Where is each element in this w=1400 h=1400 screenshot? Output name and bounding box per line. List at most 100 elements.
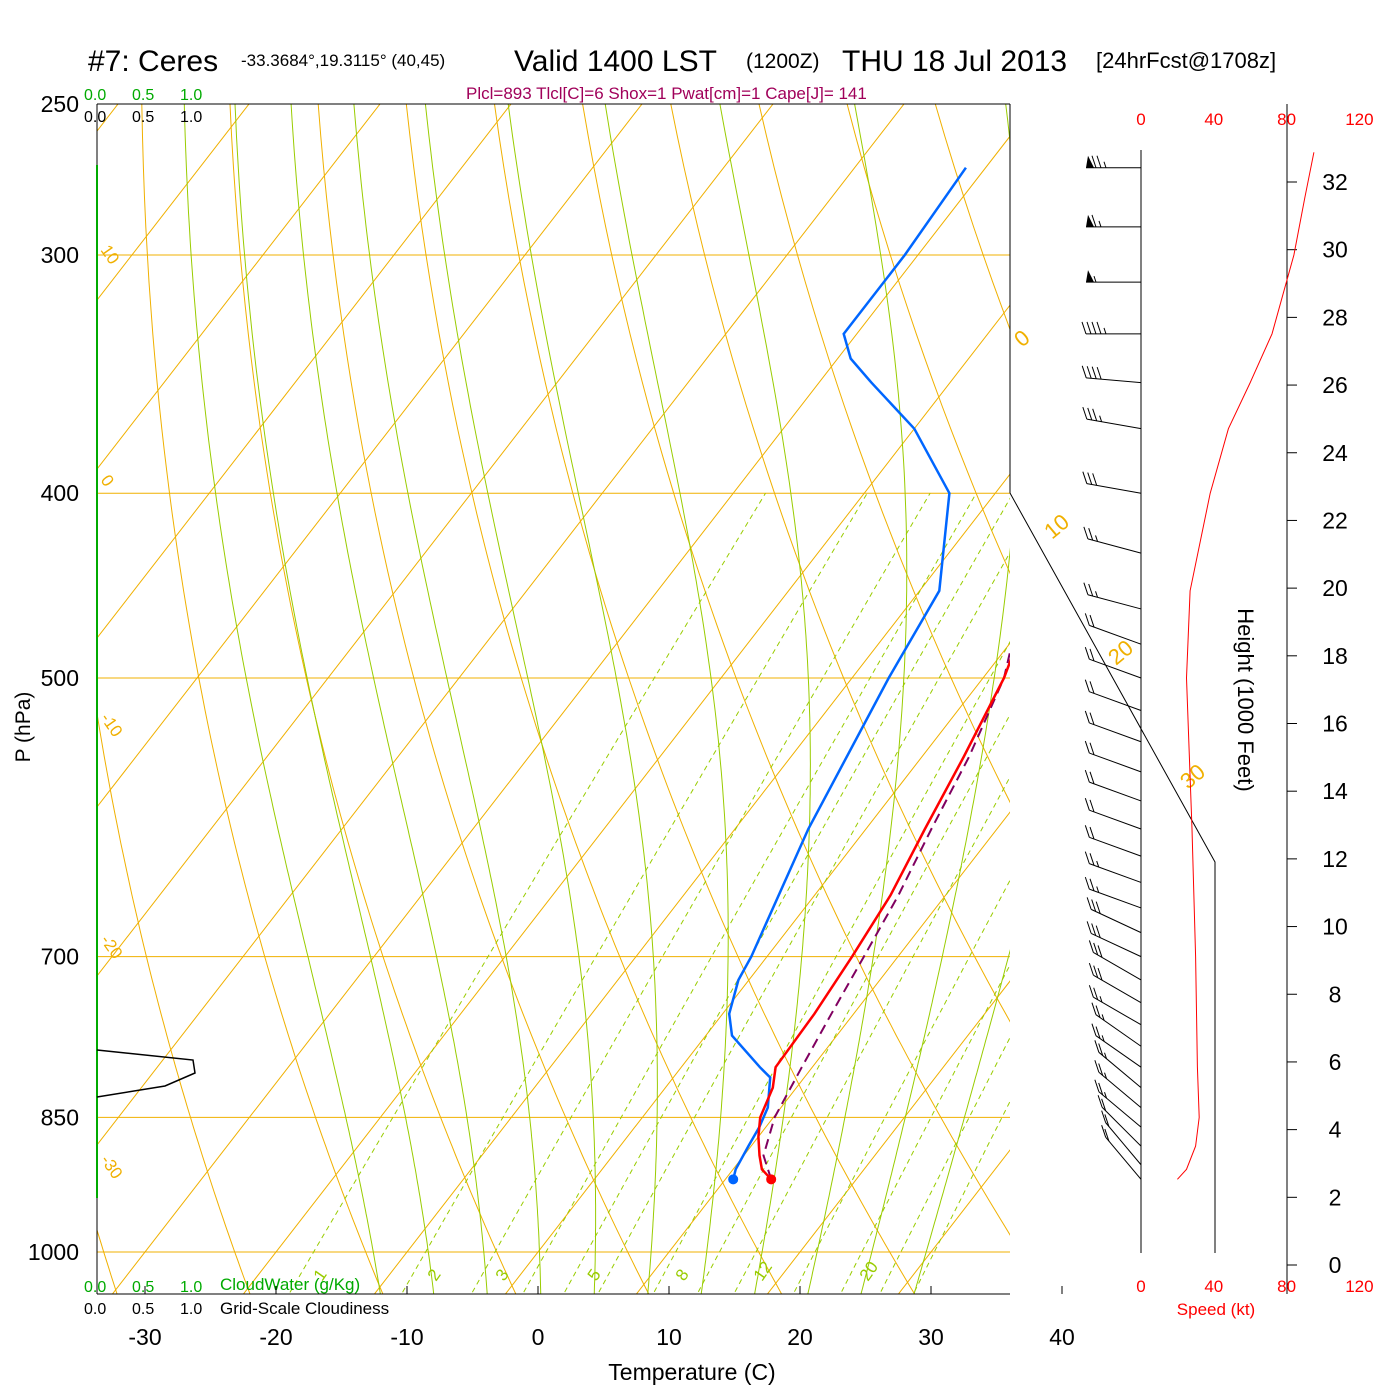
speed-tick-top-label: 80: [1277, 110, 1296, 129]
wind-barb-half: [1101, 1014, 1105, 1021]
wind-barb-staff: [1089, 781, 1142, 802]
mixing-ratio-line: [470, 492, 931, 1294]
isotherm-line: [1144, 70, 1400, 1316]
wind-barb-full: [1098, 1082, 1104, 1096]
wind-barb-full: [1092, 408, 1098, 421]
wind-barb-staff: [1093, 996, 1142, 1026]
height-tick-label: 20: [1322, 575, 1348, 601]
isotherm-line: [242, 304, 1010, 1294]
wind-barb-half: [1099, 415, 1103, 422]
wind-barb-full: [1091, 366, 1097, 379]
wind-barb-half: [1104, 1052, 1108, 1059]
wind-barb-staff: [1095, 1014, 1142, 1047]
wind-barb-full: [1097, 967, 1103, 981]
moist-adiabat-line: [913, 949, 1010, 1294]
wind-barb-full: [1098, 1043, 1104, 1056]
wind-barb-staff: [1095, 1035, 1142, 1068]
forecast-info: [24hrFcst@1708z]: [1096, 48, 1276, 73]
isotherm-line: [97, 104, 250, 301]
mixing-ratio-line: [652, 640, 1010, 1294]
wind-barb-half: [1095, 591, 1099, 598]
wind-barb-full: [1095, 925, 1101, 938]
wind-barb-full: [1087, 472, 1093, 485]
wind-barb-full: [1087, 407, 1093, 421]
isotherm-label: 10: [97, 241, 123, 267]
wind-barb-pennant: [1086, 270, 1094, 283]
isotherm-line: [766, 980, 1010, 1294]
wind-barb-full: [1084, 798, 1090, 811]
wind-barb-staff: [1089, 691, 1142, 711]
wind-barb-staff: [1089, 863, 1142, 883]
speed-tick-bottom-label: 120: [1345, 1277, 1373, 1296]
mixing-ratio-line: [696, 713, 1010, 1294]
height-tick-label: 24: [1322, 440, 1348, 466]
wind-barb-full: [1089, 681, 1095, 694]
height-tick-label: 12: [1322, 846, 1348, 872]
speed-tick-bottom-label: 40: [1204, 1277, 1223, 1296]
wind-barb-full: [1097, 945, 1103, 958]
y-axis-title: P (hPa): [12, 692, 35, 763]
moist-adiabat-line: [860, 104, 1010, 1294]
cloudiness-bottom-label: 0.0: [84, 1301, 106, 1318]
isotherm-line: [97, 104, 512, 639]
wind-barb-full: [1089, 853, 1095, 866]
cloudiness-bottom-label: 1.0: [180, 1301, 202, 1318]
wind-barb-full: [1101, 1098, 1107, 1111]
wind-barb-half: [1096, 860, 1100, 868]
moist-adiabat-line: [183, 104, 381, 1294]
moist-adiabat-line: [290, 104, 488, 1294]
wind-barb-staff: [1089, 888, 1142, 909]
wind-barb-full: [1088, 985, 1094, 998]
wind-barb-staff: [1086, 483, 1142, 494]
isotherm-line: [97, 104, 905, 1146]
dewpoint-line: [727, 166, 967, 1180]
dry-adiabat-line: [97, 710, 251, 1294]
wind-barb-full: [1084, 679, 1090, 692]
wind-barb-staff: [1089, 752, 1142, 773]
x-tick-label: 20: [787, 1324, 813, 1350]
wind-barb-full: [1091, 214, 1097, 228]
wind-barb-full: [1094, 1060, 1100, 1073]
wind-barb-full: [1084, 851, 1090, 864]
x-tick-label: -10: [390, 1324, 423, 1350]
mixing-ratio-label: 8: [672, 1266, 693, 1285]
wind-barb-staff: [1101, 1106, 1142, 1147]
wind-barb-half: [1096, 886, 1100, 893]
height-tick-label: 30: [1322, 237, 1348, 263]
wind-barb-full: [1091, 1002, 1097, 1015]
wind-barb-staff: [1098, 1051, 1142, 1089]
dry-adiabat-line: [670, 104, 1010, 1023]
wind-barb-full: [1096, 321, 1102, 335]
isotherm-label: -30: [97, 1151, 127, 1182]
wind-barb-full: [1097, 1095, 1103, 1108]
wind-barb-full: [1091, 155, 1097, 168]
wind-barb-half: [1101, 1035, 1105, 1042]
height-tick-label: 16: [1322, 711, 1348, 737]
dry-adiabat-line: [582, 104, 1010, 1236]
x-tick-label: 0: [532, 1324, 545, 1350]
wind-barb-full: [1088, 583, 1094, 597]
cloud-water-top-label: 0.0: [84, 87, 106, 104]
wind-barb-full: [1095, 901, 1101, 914]
parcel-path-line: [762, 647, 1010, 1180]
wind-barb-full: [1093, 987, 1099, 1000]
wind-barb-full: [1084, 710, 1090, 724]
dry-adiabat-line: [229, 104, 517, 1294]
moist-adiabat-lines: [183, 104, 1010, 1294]
wind-barb-full: [1092, 473, 1098, 486]
wind-barb-staff: [1089, 722, 1142, 743]
wind-barb-full: [1104, 1114, 1110, 1127]
surface-dewpoint-marker: [728, 1174, 739, 1185]
cloudiness-title: Grid-Scale Cloudiness: [220, 1299, 389, 1318]
mixing-ratio-line: [563, 497, 1010, 1294]
wind-barb-half: [1103, 327, 1107, 335]
wind-barb-staff: [1087, 538, 1142, 554]
speed-tick-top-label: 120: [1345, 110, 1373, 129]
height-tick-label: 22: [1322, 507, 1348, 533]
speed-tick-top-label: 40: [1204, 110, 1223, 129]
wind-barb-full: [1089, 826, 1095, 840]
speed-axis-title: Speed (kt): [1177, 1300, 1255, 1319]
isotherm-line: [373, 473, 1010, 1294]
